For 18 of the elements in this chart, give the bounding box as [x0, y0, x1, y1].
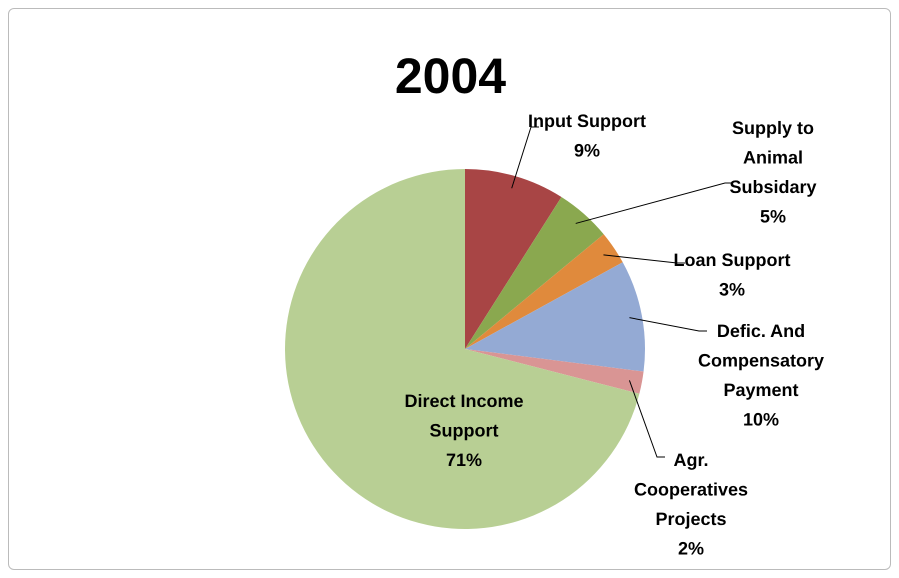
data-label: 9% [574, 140, 600, 160]
data-label: 71% [446, 450, 482, 470]
pie-slice [465, 197, 604, 349]
slice-label: Loan Support [674, 250, 790, 270]
slice-label: Input Support [528, 111, 646, 131]
data-label: 2% [678, 538, 704, 558]
slice-label: Direct Income Support [404, 391, 524, 440]
pie-slice [465, 349, 644, 394]
pie-slice [465, 262, 645, 372]
data-label: 5% [760, 206, 786, 226]
slice-label: Defic. And Compensatory Payment [698, 321, 824, 400]
chart-title: 2004 [394, 47, 508, 105]
slice-label: Agr. Cooperatives Projects [634, 450, 748, 529]
pie-slice [465, 234, 623, 349]
data-label: 3% [718, 280, 746, 300]
slice-label: Supply to Animal Subsidary [729, 118, 817, 197]
data-label: 10% [742, 410, 780, 430]
pie-slice [465, 169, 562, 349]
